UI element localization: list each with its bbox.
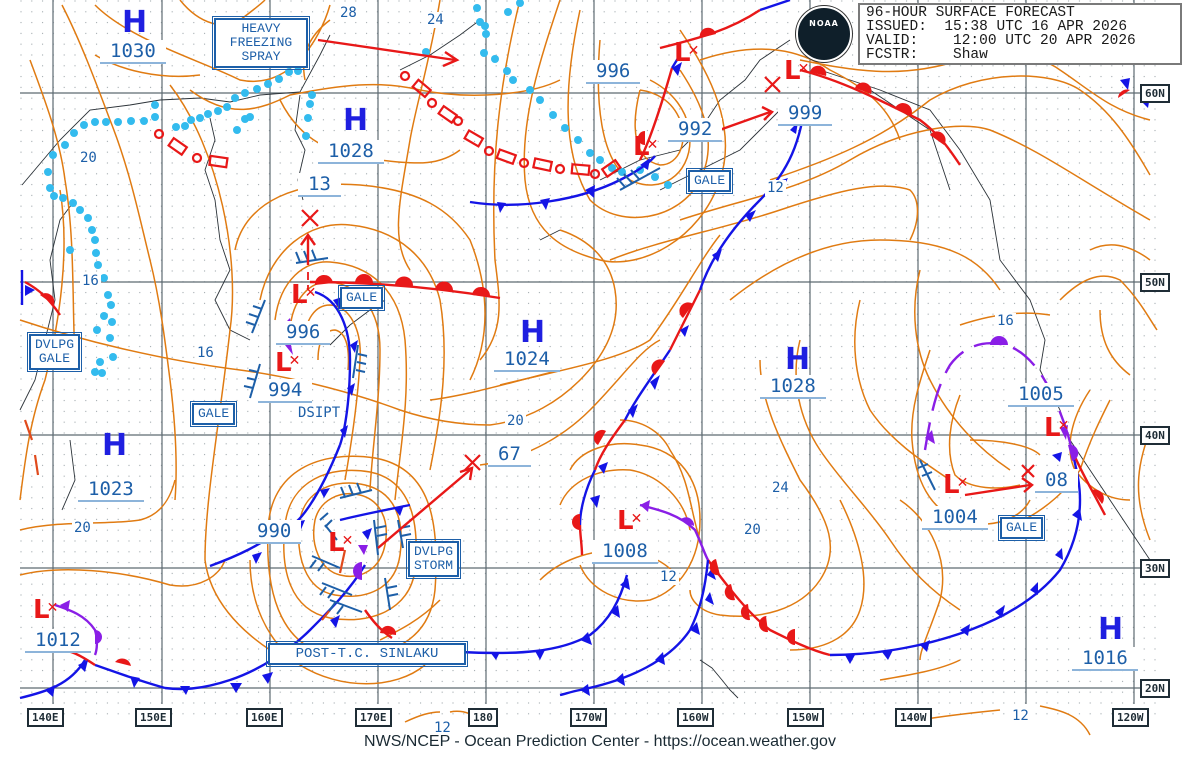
- low-symbol: L✕: [291, 280, 317, 310]
- pressure-67: 67: [488, 443, 531, 467]
- isobar-label: 16: [195, 345, 216, 361]
- forecast-header-box: 96-HOUR SURFACE FORECAST ISSUED: 15:38 UT…: [858, 3, 1182, 65]
- pressure-1016: 1016: [1072, 647, 1138, 671]
- lon-label-180: 180: [468, 708, 498, 727]
- footer-credit: NWS/NCEP - Ocean Prediction Center - htt…: [364, 733, 836, 750]
- pressure-1028-bering: 1028: [318, 140, 384, 164]
- pressure-1008: 1008: [592, 540, 658, 564]
- valid-value: 12:00 UTC 20 APR 2026: [953, 33, 1136, 49]
- pressure-994: 994: [258, 379, 313, 403]
- pressure-992: 992: [668, 118, 723, 142]
- isobar-label: 24: [770, 480, 791, 496]
- lat-label-30n: 30N: [1140, 559, 1170, 578]
- pressure-1030: 1030: [100, 40, 166, 64]
- low-symbol: L✕: [275, 348, 301, 378]
- pressure-08: 08: [1035, 469, 1078, 493]
- dissipating-label: DSIPT: [298, 405, 341, 421]
- lon-label-150w: 150W: [787, 708, 824, 727]
- low-symbol: L✕: [633, 132, 659, 162]
- pressure-1004: 1004: [922, 506, 988, 530]
- isobar-label: 12: [765, 180, 786, 196]
- forecaster-line: FCSTR: Shaw: [866, 47, 988, 63]
- low-symbol: L✕: [328, 528, 354, 558]
- isobar-label: 16: [80, 273, 101, 289]
- lat-label-20n: 20N: [1140, 679, 1170, 698]
- lon-label-160w: 160W: [677, 708, 714, 727]
- low-symbol: L✕: [33, 595, 59, 625]
- pressure-1024: 1024: [494, 348, 560, 372]
- low-symbol: L✕: [674, 38, 700, 68]
- isobar-label: 24: [425, 12, 446, 28]
- isobar-label: 20: [78, 150, 99, 166]
- isobar-label: 12: [658, 569, 679, 585]
- noaa-logo: NOAA: [796, 6, 852, 62]
- high-symbol: H: [122, 5, 148, 40]
- forecast-position-markers: [301, 76, 1035, 478]
- high-symbol: H: [343, 103, 369, 138]
- warning-gale-nw: GALE: [337, 285, 386, 311]
- isobar-label: 12: [432, 720, 453, 736]
- isobar-label: 16: [995, 313, 1016, 329]
- warning-gale-bering: GALE: [685, 168, 734, 194]
- pressure-13: 13: [298, 173, 341, 197]
- occluded-front-pips: [60, 318, 1079, 644]
- isobar-label: 28: [338, 5, 359, 21]
- pressure-996-bering: 996: [586, 60, 641, 84]
- isobar-label: 20: [505, 413, 526, 429]
- valid-line: VALID: 12:00 UTC 20 APR 2026: [866, 33, 1136, 49]
- lon-label-170e: 170E: [355, 708, 392, 727]
- dot-grid: [20, 0, 1157, 722]
- pressure-996-nw: 996: [276, 321, 331, 345]
- lat-label-50n: 50N: [1140, 273, 1170, 292]
- isobar-label: 20: [72, 520, 93, 536]
- pressure-1028-ne-pacific: 1028: [760, 375, 826, 399]
- high-symbol: H: [520, 315, 546, 350]
- lon-label-140e: 140E: [27, 708, 64, 727]
- low-symbol: L✕: [784, 56, 810, 86]
- cold-front-pips: [25, 62, 1150, 697]
- high-symbol: H: [785, 342, 811, 377]
- isobar-label: 12: [1010, 708, 1031, 724]
- ice-edge: [44, 0, 672, 377]
- high-symbol: H: [1098, 612, 1124, 647]
- high-symbol: H: [102, 428, 128, 463]
- lon-label-170w: 170W: [570, 708, 607, 727]
- warning-dvlpg-storm: DVLPG STORM: [405, 539, 462, 579]
- lon-label-120w: 120W: [1112, 708, 1149, 727]
- warning-gale-w: GALE: [189, 401, 238, 427]
- warm-front-pips: [40, 27, 1130, 666]
- issued-value: 15:38 UTC 16 APR 2026: [944, 19, 1128, 35]
- warning-heavy-freezing-spray: HEAVY FREEZING SPRAY: [212, 16, 310, 70]
- freezing-spray-boundary: [153, 70, 622, 180]
- lon-label-150e: 150E: [135, 708, 172, 727]
- motion-arrows: [300, 38, 1034, 549]
- lon-label-160e: 160E: [246, 708, 283, 727]
- post-tropical-cyclone-sinlaku: POST-T.C. SINLAKU: [266, 641, 468, 667]
- forecast-title: 96-HOUR SURFACE FORECAST: [866, 5, 1075, 21]
- pressure-1023: 1023: [78, 478, 144, 502]
- lat-label-40n: 40N: [1140, 426, 1170, 445]
- isobar-label: 20: [742, 522, 763, 538]
- lon-label-140w: 140W: [895, 708, 932, 727]
- low-symbol: L✕: [1044, 413, 1070, 443]
- pressure-1005: 1005: [1008, 383, 1074, 407]
- forecaster-value: Shaw: [953, 47, 988, 63]
- lat-label-60n: 60N: [1140, 84, 1170, 103]
- pressure-1012: 1012: [25, 629, 91, 653]
- warning-gale-e: GALE: [997, 515, 1046, 541]
- pressure-990: 990: [247, 520, 302, 544]
- pressure-999: 999: [778, 102, 833, 126]
- low-symbol: L✕: [943, 470, 969, 500]
- issued-line: ISSUED: 15:38 UTC 16 APR 2026: [866, 19, 1128, 35]
- low-symbol: L✕: [617, 506, 643, 536]
- coastlines: [19, 19, 1151, 699]
- warning-dvlpg-gale: DVLPG GALE: [26, 332, 83, 372]
